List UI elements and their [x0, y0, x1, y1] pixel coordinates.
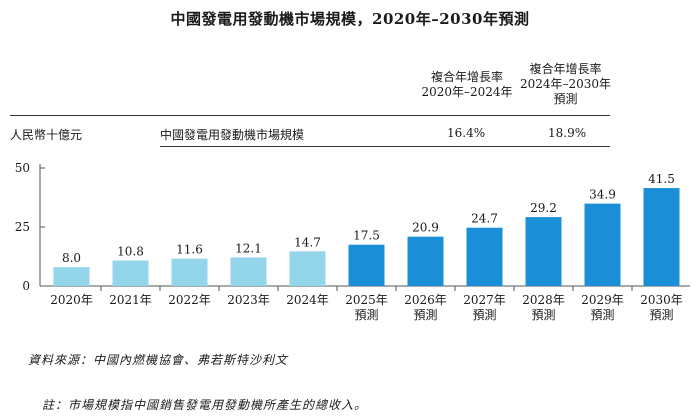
chart-title: 中國發電用發動機市場規模，2020年–2030年預測: [170, 10, 530, 28]
y-tick-label: 0: [22, 279, 30, 293]
unit-label: 人民幣十億元: [10, 128, 83, 142]
y-tick-label: 50: [15, 161, 30, 175]
x-category-label: 2028年預測: [522, 293, 565, 322]
bar-value-label: 12.1: [235, 241, 262, 255]
bar: [348, 244, 385, 286]
bar-value-label: 14.7: [294, 235, 321, 249]
bar: [466, 227, 503, 286]
bar-value-label: 29.2: [530, 201, 557, 215]
x-category-label: 2021年: [109, 293, 152, 307]
bar-value-label: 8.0: [62, 251, 81, 265]
bar: [643, 188, 680, 286]
bar-value-label: 20.9: [412, 221, 439, 235]
bar: [584, 203, 621, 286]
bar-value-label: 41.5: [648, 172, 675, 186]
bar: [407, 236, 444, 286]
x-category-label: 2020年: [50, 293, 93, 307]
x-category-label: 2027年預測: [463, 293, 506, 322]
cagr-value-2020-2024: 16.4%: [447, 126, 486, 140]
bar: [171, 258, 208, 286]
bar-value-label: 10.8: [117, 245, 144, 259]
market-size-row-label: 中國發電用發動機市場規模: [160, 128, 305, 142]
bar: [525, 217, 562, 286]
bar: [230, 257, 267, 286]
x-category-label: 2026年預測: [404, 293, 447, 322]
table-header-rule: [10, 115, 610, 116]
x-category-label: 2022年: [168, 293, 211, 307]
bar-value-label: 24.7: [471, 212, 498, 226]
bar: [112, 260, 149, 286]
bar-chart: 0 25 50 8.0 2020年 10.8 2021年 11.6 2022年 12.1 2023年…: [15, 161, 690, 322]
y-tick-label: 25: [15, 220, 30, 234]
cagr-header-2024-2030: 複合年增長率 2024年–2030年 預測: [519, 62, 612, 106]
x-category-label: 2023年: [227, 293, 270, 307]
cagr-value-2024-2030: 18.9%: [548, 126, 587, 140]
x-category-label: 2025年預測: [345, 293, 388, 322]
bar: [53, 267, 90, 286]
bar: [289, 251, 326, 286]
cagr-header-2020-2024: 複合年增長率 2020年–2024年: [421, 70, 513, 99]
table-row-rule: [160, 146, 610, 147]
x-category-label: 2024年: [286, 293, 329, 307]
source-footnote: 資料來源：中國內燃機協會、弗若斯特沙利文: [28, 353, 289, 367]
bar-value-label: 11.6: [176, 243, 203, 257]
x-category-label: 2030年預測: [640, 293, 683, 322]
bar-value-label: 17.5: [353, 229, 380, 243]
bar-value-label: 34.9: [589, 188, 616, 202]
x-category-label: 2029年預測: [581, 293, 624, 322]
note-footnote: 註：市場規模指中國銷售發電用發動機所產生的總收入。: [42, 398, 368, 412]
